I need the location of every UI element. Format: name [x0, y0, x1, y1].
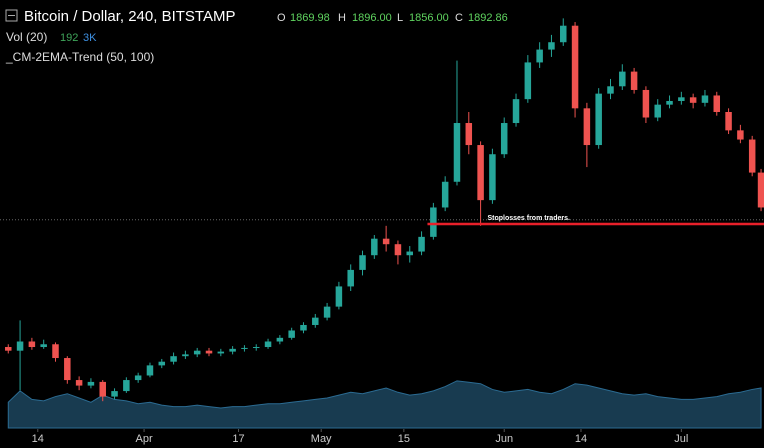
candle-body	[737, 130, 744, 140]
candle-body	[217, 351, 225, 354]
candle-body	[16, 341, 24, 351]
candle-body	[678, 97, 685, 101]
candle-body	[5, 347, 12, 351]
candle-body	[548, 42, 555, 50]
candle-body	[382, 238, 390, 245]
candle-body	[477, 145, 484, 201]
candle-body	[371, 238, 378, 256]
x-tick-label: 15	[398, 433, 410, 445]
candle-body	[170, 356, 177, 362]
candle-body	[654, 104, 661, 118]
volume-average: 3K	[83, 32, 97, 44]
candle-body	[500, 123, 508, 155]
candle-body	[111, 391, 118, 397]
candle-body	[312, 317, 319, 325]
candle-body	[347, 269, 354, 287]
candle-body	[134, 375, 142, 381]
candle-body	[757, 172, 764, 208]
candle-body	[642, 89, 650, 118]
x-tick-label: 17	[232, 433, 244, 445]
x-tick-label: 14	[32, 433, 44, 445]
candle-body	[560, 25, 567, 43]
x-tick-label: Jun	[495, 433, 513, 445]
x-tick-label: Jul	[674, 433, 688, 445]
volume-value: 192	[60, 32, 78, 44]
candle-body	[158, 361, 166, 366]
candle-body	[512, 99, 520, 124]
candle-body	[689, 97, 697, 103]
candle-body	[123, 380, 130, 392]
candle-body	[430, 207, 437, 237]
candle-body	[619, 71, 626, 87]
candle-body	[193, 350, 201, 355]
ohlc-label: O	[277, 12, 286, 24]
candle-body	[75, 380, 83, 386]
candle-body	[323, 306, 331, 318]
candle-body	[359, 255, 366, 270]
candle-body	[252, 347, 260, 349]
candle-body	[276, 337, 284, 342]
candle-body	[300, 324, 307, 331]
candle-body	[394, 244, 402, 256]
collapse-icon[interactable]	[5, 9, 18, 22]
x-tick-label: May	[311, 433, 332, 445]
candle-body	[182, 354, 189, 357]
candle-body	[725, 112, 732, 131]
ohlc-label: H	[338, 12, 346, 24]
volume-area	[7, 380, 762, 429]
candle-body	[701, 95, 709, 103]
candle-body	[40, 344, 47, 348]
candle-body	[229, 348, 236, 352]
ohlc-value: 1869.98	[290, 12, 330, 24]
candle-body	[288, 330, 295, 338]
candle-body	[524, 62, 532, 100]
candle-body	[241, 347, 248, 349]
candle-body	[489, 154, 496, 201]
x-tick-label: 14	[575, 433, 587, 445]
indicator-name: _CM-2EMA-Trend (50, 100)	[5, 50, 154, 64]
candle-body	[536, 49, 543, 63]
candle-body	[571, 25, 579, 109]
candle-body	[595, 93, 602, 146]
candle-body	[441, 181, 449, 208]
candle-body	[335, 286, 343, 307]
candle-body	[666, 100, 673, 105]
candle-body	[87, 381, 95, 386]
candle-body	[630, 71, 638, 90]
candle-body	[99, 381, 106, 397]
candle-body	[583, 108, 591, 146]
candle-body	[453, 123, 461, 182]
ohlc-value: 1896.00	[352, 12, 392, 24]
candle-body	[748, 139, 756, 173]
ohlc-label: C	[455, 12, 463, 24]
candle-body	[146, 365, 154, 376]
candle-body	[264, 341, 272, 348]
ohlc-label: L	[397, 12, 403, 24]
candle-body	[64, 358, 71, 381]
candle-body	[28, 341, 36, 348]
candle-body	[713, 95, 721, 112]
candle-body	[205, 350, 213, 354]
candle-body	[406, 251, 413, 256]
candle-body	[418, 236, 425, 252]
x-tick-label: Apr	[135, 433, 152, 445]
x-axis: 14 Apr 17 May 15 Jun 14 Jul	[32, 429, 688, 445]
volume-indicator-name: Vol (20)	[6, 30, 47, 44]
candle-body	[465, 123, 473, 146]
volume-layer	[7, 380, 762, 429]
candle-body	[607, 86, 614, 94]
plot-layer: Stoplosses from traders.	[0, 18, 764, 402]
ohlc-value: 1892.86	[468, 12, 508, 24]
candle-body	[52, 344, 59, 359]
annotation-text: Stoplosses from traders.	[487, 215, 570, 222]
chart-title: Bitcoin / Dollar, 240, BITSTAMP	[24, 8, 235, 25]
ohlc-value: 1856.00	[409, 12, 449, 24]
